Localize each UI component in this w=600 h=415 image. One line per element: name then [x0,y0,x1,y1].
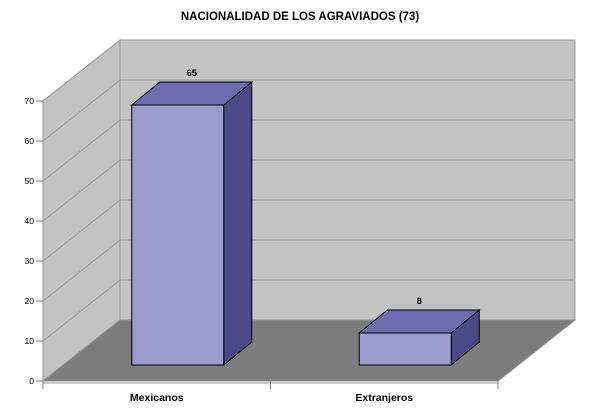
y-tick-label-0: 0 [29,376,34,386]
category-label-extranjeros: Extranjeros [355,392,413,404]
gridline-40 [42,159,575,222]
y-tick-label-10: 10 [25,336,35,346]
bar-front-extranjeros [358,332,452,366]
y-tick-label-30: 30 [25,256,35,266]
gridline-60 [42,79,575,142]
floor [41,319,577,382]
gridline-10 [42,279,575,342]
bar-value-label-extranjeros: 8 [417,296,422,307]
y-tick-label-70: 70 [25,96,35,106]
bar-side-mexicanos [223,80,253,367]
y-tick-label-40: 40 [25,216,35,226]
y-tick-label-60: 60 [25,136,35,146]
bar-front-mexicanos [131,104,225,366]
gridline-70 [42,39,575,102]
gridline-50 [42,119,575,182]
bar-value-label-mexicanos: 65 [186,68,197,79]
y-tick-label-50: 50 [25,176,35,186]
gridline-20 [42,239,575,302]
chart-title: NACIONALIDAD DE LOS AGRAVIADOS (73) [180,11,420,23]
gridline-30 [42,199,575,262]
category-label-mexicanos: Mexicanos [130,392,184,404]
y-tick-label-20: 20 [25,296,35,306]
